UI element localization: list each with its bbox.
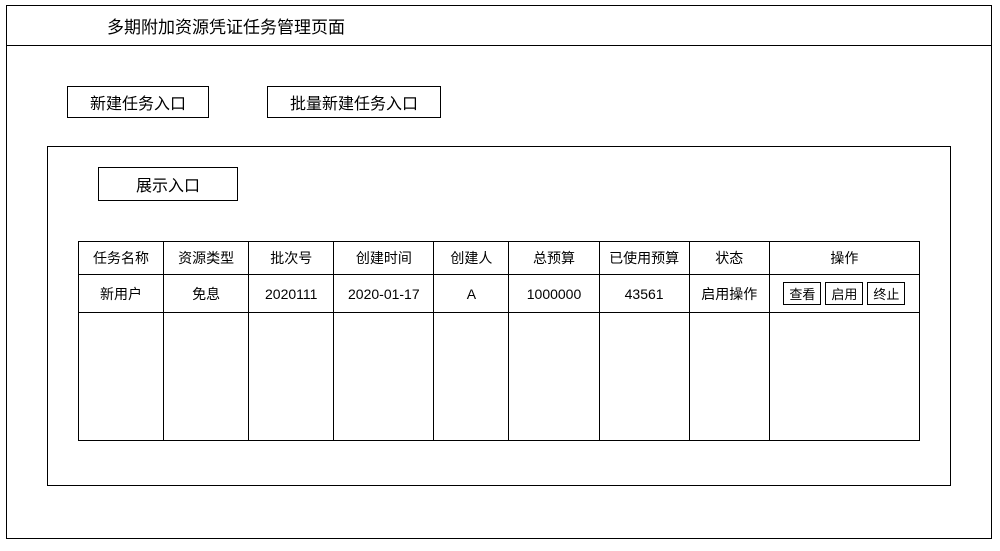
col-header-task-name: 任务名称 [79, 242, 164, 275]
col-header-status: 状态 [689, 242, 769, 275]
enable-button[interactable]: 启用 [825, 282, 863, 305]
title-bar: 多期附加资源凭证任务管理页面 [7, 6, 991, 46]
view-button[interactable]: 查看 [783, 282, 821, 305]
col-header-total-budget: 总预算 [509, 242, 599, 275]
batch-new-task-label: 批量新建任务入口 [290, 90, 418, 114]
display-entry-label: 展示入口 [136, 172, 200, 196]
table-row: 新用户 免息 2020111 2020-01-17 A 1000000 4356… [79, 275, 920, 313]
cell-create-time: 2020-01-17 [334, 275, 434, 313]
new-task-label: 新建任务入口 [90, 90, 186, 114]
col-header-used-budget: 已使用预算 [599, 242, 689, 275]
display-entry-button[interactable]: 展示入口 [98, 167, 238, 201]
cell-batch-no: 2020111 [249, 275, 334, 313]
cell-resource-type: 免息 [164, 275, 249, 313]
col-header-resource-type: 资源类型 [164, 242, 249, 275]
empty-cell [164, 313, 249, 441]
col-header-operations: 操作 [769, 242, 919, 275]
cell-total-budget: 1000000 [509, 275, 599, 313]
col-header-create-time: 创建时间 [334, 242, 434, 275]
cell-used-budget: 43561 [599, 275, 689, 313]
empty-cell [689, 313, 769, 441]
table-header-row: 任务名称 资源类型 批次号 创建时间 创建人 总预算 已使用预算 状态 操作 [79, 242, 920, 275]
empty-cell [434, 313, 509, 441]
col-header-creator: 创建人 [434, 242, 509, 275]
empty-cell [79, 313, 164, 441]
inner-panel: 展示入口 任务名称 资源类型 批次号 创建时间 创建人 总预算 已使用预算 状态… [47, 146, 951, 486]
display-button-row: 展示入口 [98, 167, 920, 201]
empty-cell [249, 313, 334, 441]
cell-task-name: 新用户 [79, 275, 164, 313]
new-task-button[interactable]: 新建任务入口 [67, 86, 209, 118]
empty-cell [769, 313, 919, 441]
page-title: 多期附加资源凭证任务管理页面 [107, 13, 345, 38]
cell-creator: A [434, 275, 509, 313]
task-table: 任务名称 资源类型 批次号 创建时间 创建人 总预算 已使用预算 状态 操作 新… [78, 241, 920, 441]
cell-status: 启用操作 [689, 275, 769, 313]
ops-wrapper: 查看 启用 终止 [772, 282, 917, 305]
cell-operations: 查看 启用 终止 [769, 275, 919, 313]
empty-cell [599, 313, 689, 441]
empty-cell [509, 313, 599, 441]
outer-frame: 多期附加资源凭证任务管理页面 新建任务入口 批量新建任务入口 展示入口 任务名称… [6, 5, 992, 539]
stop-button[interactable]: 终止 [867, 282, 905, 305]
table-empty-space [79, 313, 920, 441]
top-button-row: 新建任务入口 批量新建任务入口 [67, 86, 991, 118]
col-header-batch-no: 批次号 [249, 242, 334, 275]
batch-new-task-button[interactable]: 批量新建任务入口 [267, 86, 441, 118]
empty-cell [334, 313, 434, 441]
